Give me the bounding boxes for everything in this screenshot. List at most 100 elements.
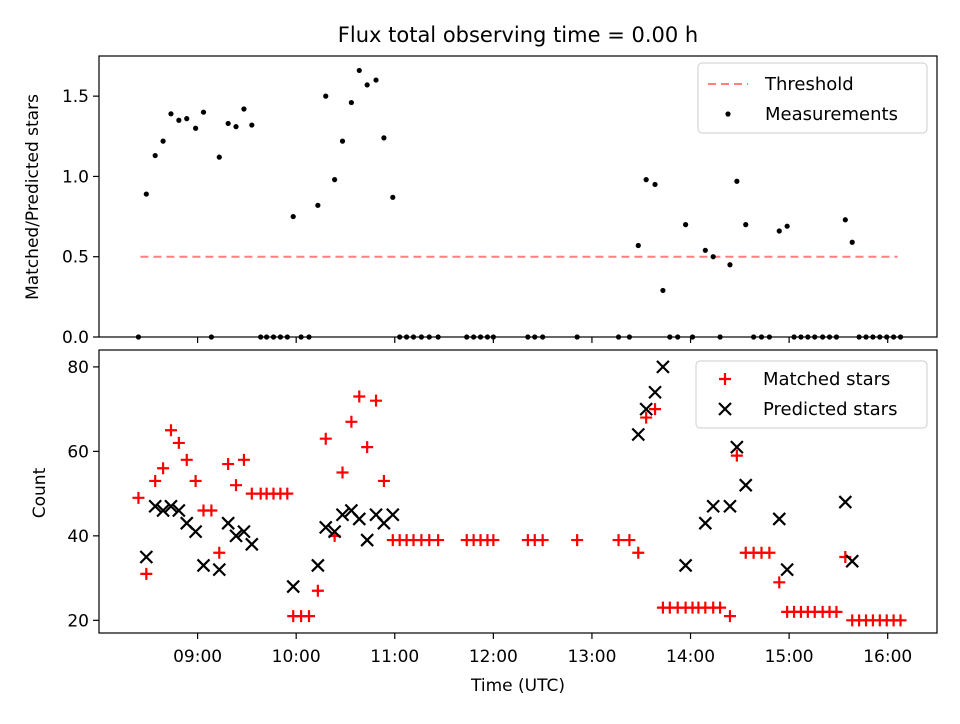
measurement-point	[233, 124, 239, 130]
top-legend-box	[697, 62, 928, 134]
predicted-star-point	[311, 558, 325, 573]
measurement-point	[152, 152, 158, 159]
matched-star-point	[649, 403, 662, 416]
measurement-point	[193, 125, 199, 131]
predicted-star-point	[188, 524, 203, 539]
predicted-star-point	[772, 512, 787, 526]
predicted-star-point	[335, 507, 350, 522]
bottom-y-ticks: 20 40 60 80	[67, 358, 99, 631]
top-y-tick-label: 1.0	[62, 167, 89, 187]
matched-star-point	[336, 466, 349, 479]
matched-star-point	[370, 394, 383, 407]
measurement-point	[315, 202, 321, 208]
matched-star-point	[714, 601, 727, 614]
bottom-legend-box	[695, 360, 928, 429]
measurement-point	[784, 223, 790, 229]
predicted-star-point	[845, 554, 859, 568]
matched-star-point	[230, 479, 243, 492]
matched-star-point	[157, 462, 170, 475]
matched-star-point	[571, 534, 584, 547]
predicted-star-point	[706, 499, 720, 514]
predicted-star-point	[139, 550, 154, 564]
matched-star-point	[730, 449, 743, 462]
predicted-star-point	[327, 524, 342, 539]
matched-star-point	[189, 474, 202, 487]
matched-star-point	[723, 610, 736, 623]
matched-star-point	[205, 504, 218, 517]
matched-star-point	[222, 458, 235, 471]
matched-star-point	[164, 424, 177, 437]
predicted-star-point	[631, 427, 646, 442]
matched-star-point	[281, 487, 294, 500]
measurement-point	[160, 138, 166, 144]
matched-star-point	[140, 567, 153, 580]
top-x-ticks	[196, 337, 889, 343]
matched-star-point	[894, 614, 907, 627]
matched-star-point	[640, 411, 653, 424]
matched-star-point	[180, 453, 193, 466]
bottom-legend-matched-label: Matched stars	[763, 369, 890, 390]
measurement-point	[842, 217, 848, 223]
measurement-point	[323, 93, 329, 99]
measurement-point	[290, 213, 296, 220]
measurement-point	[390, 194, 396, 200]
matched-star-point	[612, 534, 625, 547]
predicted-star-point	[352, 512, 367, 526]
predicted-star-point	[360, 533, 374, 547]
matched-star-point	[302, 610, 315, 623]
bottom-legend-matched-swatch	[719, 373, 731, 385]
measurement-point	[643, 177, 649, 183]
matched-star-point	[311, 584, 324, 597]
bottom-plot-area	[132, 360, 907, 627]
figure-title: Flux total observing time = 0.00 h	[338, 23, 698, 47]
predicted-star-point	[286, 579, 300, 594]
top-legend: Threshold Measurements	[697, 62, 928, 134]
measurement-point	[339, 138, 346, 144]
matched-star-point	[432, 534, 445, 547]
measurement-point	[734, 178, 740, 184]
bottom-x-tick-label: 15:00	[765, 647, 814, 667]
predicted-star-point	[730, 440, 744, 454]
predicted-star-point	[780, 562, 794, 577]
predicted-star-point	[148, 499, 162, 514]
bottom-y-tick-label: 40	[67, 527, 89, 547]
predicted-star-point	[678, 558, 693, 573]
measurement-point	[200, 109, 207, 115]
bottom-x-tick-label: 12:00	[469, 647, 518, 667]
predicted-star-point	[156, 503, 170, 518]
measurement-point	[356, 67, 362, 74]
measurement-point	[776, 228, 782, 234]
predicted-star-point	[237, 524, 251, 539]
measurement-point	[225, 120, 231, 127]
predicted-star-point	[164, 499, 178, 514]
matched-star-point	[237, 453, 250, 466]
predicted-star-point	[648, 385, 662, 400]
measurement-point	[652, 181, 658, 188]
top-y-ticks: 0.0 0.5 1.0 1.5	[62, 87, 99, 348]
matched-star-point	[830, 605, 843, 618]
predicted-star-point	[212, 562, 227, 577]
bottom-legend-predicted-swatch	[718, 402, 732, 416]
top-axes-frame	[98, 55, 938, 338]
matched-star-point	[632, 546, 645, 559]
predicted-star-point	[838, 495, 853, 509]
predicted-star-point	[723, 499, 737, 514]
matched-star-point	[773, 576, 786, 589]
measurement-point	[373, 77, 379, 83]
matched-star-point	[536, 534, 549, 547]
bottom-x-tick-label: 16:00	[863, 647, 912, 667]
predicted-star-point	[196, 558, 211, 573]
matched-star-point	[345, 415, 358, 428]
bottom-x-tick-label: 14:00	[666, 647, 715, 667]
matched-star-point	[149, 474, 162, 487]
measurement-point	[241, 106, 247, 112]
matched-star-point	[487, 534, 500, 547]
predicted-star-point	[172, 503, 186, 518]
matched-star-point	[763, 546, 776, 559]
matched-star-point	[319, 432, 332, 445]
matched-star-point	[213, 546, 226, 559]
top-y-axis-label: Matched/Predicted stars	[23, 94, 43, 300]
predicted-star-point	[698, 516, 713, 530]
bottom-axes-frame	[98, 349, 938, 634]
